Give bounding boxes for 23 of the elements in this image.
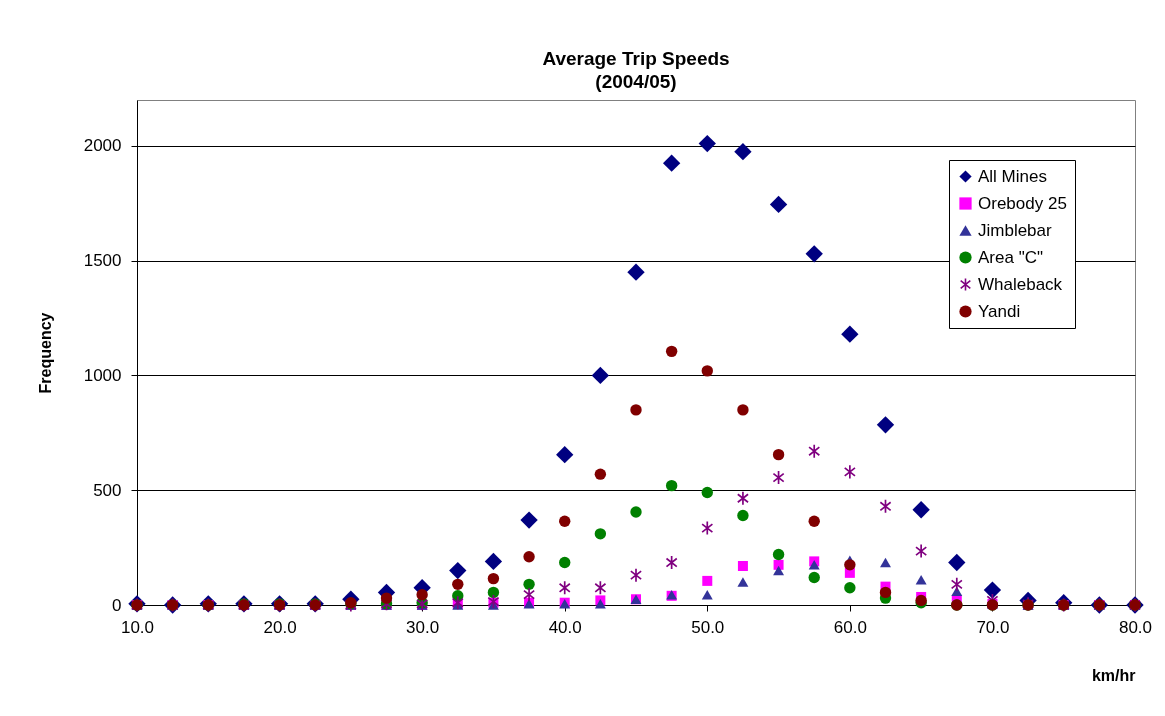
legend-label: Area "C" — [978, 247, 1043, 267]
chart-title: Average Trip Speeds — [542, 48, 730, 69]
legend-label: Orebody 25 — [978, 193, 1067, 213]
x-tick-label: 50.0 — [691, 617, 725, 637]
x-tick-label: 80.0 — [1118, 617, 1153, 637]
y-tick-label: 0 — [112, 595, 122, 615]
y-axis-title: Frequency — [36, 312, 54, 394]
x-axis-title: km/hr — [1091, 666, 1136, 684]
x-tick-label: 20.0 — [263, 617, 297, 637]
x-tick-label: 70.0 — [976, 617, 1010, 637]
y-tick-label: 2000 — [83, 136, 122, 156]
y-tick-label: 1000 — [83, 365, 122, 385]
legend-label: Jimblebar — [978, 220, 1053, 240]
legend-label: Yandi — [978, 301, 1021, 321]
x-tick-label: 60.0 — [833, 617, 867, 637]
y-tick-label: 1500 — [83, 251, 122, 271]
legend-label: Whaleback — [978, 274, 1063, 294]
chart-subtitle: (2004/05) — [595, 71, 677, 92]
x-tick-label: 10.0 — [120, 617, 155, 637]
y-tick-label: 500 — [93, 480, 122, 500]
x-tick-label: 40.0 — [548, 617, 582, 637]
x-tick-label: 30.0 — [406, 617, 440, 637]
legend-label: All Mines — [978, 166, 1047, 186]
